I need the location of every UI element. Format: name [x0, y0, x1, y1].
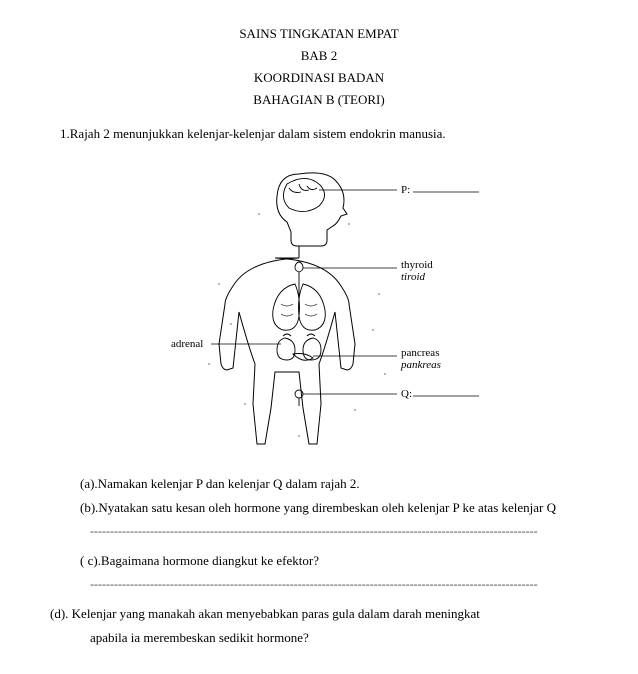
dots: [208, 213, 385, 436]
q1-d-cont: apabila ia merembeskan sedikit hormone?: [90, 630, 588, 646]
label-adrenal: adrenal: [171, 338, 203, 350]
label-pancreas-en: pancreas: [401, 347, 439, 359]
q1-a: (a).Namakan kelenjar P dan kelenjar Q da…: [80, 476, 588, 492]
label-q: Q:: [401, 388, 412, 400]
blank-line-b: ----------------------------------------…: [90, 524, 588, 539]
q1-stem: 1.Rajah 2 menunjukkan kelenjar-kelenjar …: [60, 126, 588, 142]
question-1: 1.Rajah 2 menunjukkan kelenjar-kelenjar …: [50, 126, 588, 646]
q1-c: ( c).Bagaimana hormone diangkut ke efekt…: [80, 553, 588, 569]
endocrine-diagram: P: thyroid tiroid adrenal pancreas pankr…: [50, 154, 588, 458]
header-line-1: SAINS TINGKATAN EMPAT: [50, 26, 588, 42]
label-pancreas-ms: pankreas: [400, 359, 441, 371]
endocrine-svg: P: thyroid tiroid adrenal pancreas pankr…: [149, 154, 489, 454]
q1-b: (b).Nyatakan satu kesan oleh hormone yan…: [80, 500, 588, 516]
header-line-2: BAB 2: [50, 48, 588, 64]
header-line-4: BAHAGIAN B (TEORI): [50, 92, 588, 108]
label-thyroid-en: thyroid: [401, 259, 433, 271]
blank-line-c: ----------------------------------------…: [90, 577, 588, 592]
label-thyroid-ms: tiroid: [401, 271, 426, 283]
header-line-3: KOORDINASI BADAN: [50, 70, 588, 86]
q1-d: (d). Kelenjar yang manakah akan menyebab…: [50, 606, 588, 622]
label-p: P:: [401, 184, 410, 196]
doc-header: SAINS TINGKATAN EMPAT BAB 2 KOORDINASI B…: [50, 26, 588, 108]
